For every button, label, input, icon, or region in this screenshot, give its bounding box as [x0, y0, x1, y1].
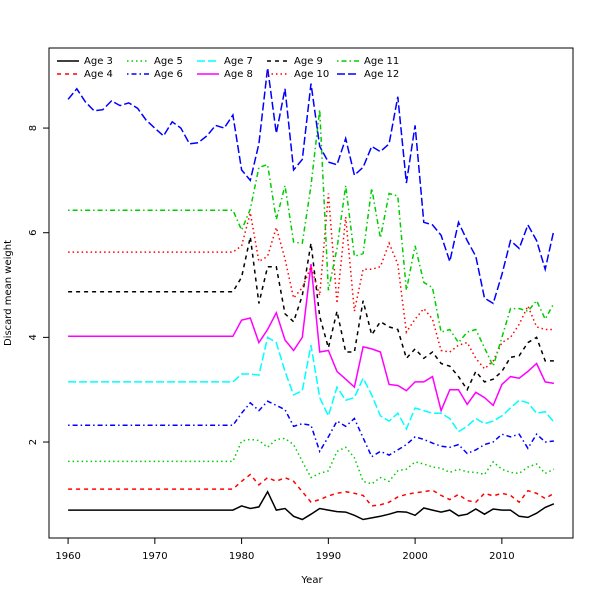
series-line [68, 437, 555, 485]
x-tick-label: 1980 [229, 551, 254, 562]
legend-label: Age 7 [224, 56, 253, 67]
series-line [68, 109, 555, 369]
series-line [68, 193, 554, 370]
legend-label: Age 9 [294, 56, 323, 67]
plot-frame [48, 47, 574, 539]
legend-label: Age 8 [224, 69, 253, 80]
series-line [68, 236, 554, 392]
legend-label: Age 12 [364, 69, 399, 80]
y-tick-label: 6 [28, 230, 39, 236]
series-line [68, 473, 555, 507]
legend-label: Age 11 [364, 56, 399, 67]
y-tick-label: 8 [28, 125, 39, 131]
legend-label: Age 6 [154, 69, 183, 80]
x-tick-label: 1990 [316, 551, 341, 562]
legend-label: Age 3 [84, 56, 113, 67]
series-line [68, 490, 555, 521]
legend-label: Age 5 [154, 56, 183, 67]
y-axis-label: Discard mean weight [3, 240, 14, 346]
x-tick-label: 1960 [55, 551, 80, 562]
series-line [67, 67, 555, 305]
x-tick-label: 1970 [142, 551, 167, 562]
x-axis-label: Year [300, 575, 323, 586]
y-tick-label: 2 [28, 439, 39, 445]
y-tick-label: 4 [28, 334, 39, 340]
series-line [68, 264, 555, 413]
series-line [68, 400, 554, 458]
legend-label: Age 4 [84, 69, 113, 80]
series-line [68, 336, 555, 433]
x-tick-label: 2010 [489, 551, 514, 562]
legend-label: Age 10 [294, 69, 329, 80]
x-tick-label: 2000 [402, 551, 427, 562]
